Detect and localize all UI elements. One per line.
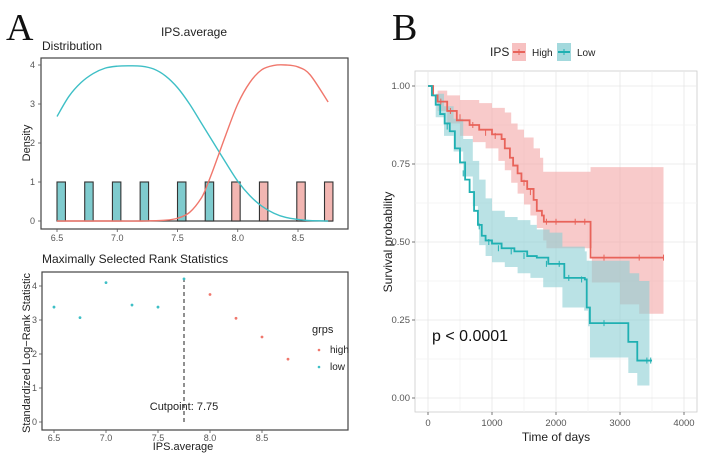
distribution-x-tick-label: 6.5 bbox=[51, 233, 64, 243]
legend-high-marker bbox=[317, 348, 321, 352]
km-y-tick-label: 0.75 bbox=[392, 159, 411, 170]
maxstat-point-high bbox=[286, 357, 290, 361]
distribution-ylabel: Density bbox=[21, 124, 33, 161]
distribution-bar-low bbox=[176, 181, 187, 222]
maxstat-y-tick-label: 4 bbox=[32, 281, 37, 291]
maxstat-point-high bbox=[234, 316, 238, 320]
km-x-tick-label: 3000 bbox=[609, 418, 630, 429]
distribution-bar-low bbox=[111, 181, 122, 222]
distribution-y-tick-label: 1 bbox=[30, 177, 35, 187]
distribution-y-tick-label: 3 bbox=[30, 99, 35, 109]
maxstat-y-tick-label: 3 bbox=[32, 315, 37, 325]
maxstat-xlabel: IPS.average bbox=[153, 441, 214, 453]
km-x-ticks: 0 1000 2000 3000 4000 bbox=[425, 412, 695, 429]
km-legend-title: IPS bbox=[490, 45, 509, 59]
km-x-tick-label: 0 bbox=[425, 418, 430, 429]
maxstat-point-low bbox=[156, 305, 160, 309]
density-line-high bbox=[57, 64, 329, 222]
maxstat-ylabel: Standardized Log−Rank Statistic bbox=[21, 273, 33, 433]
maxstat-x-tick-label: 8.0 bbox=[204, 433, 217, 443]
maxstat-title: Maximally Selected Rank Statistics bbox=[42, 252, 228, 266]
maxstat-x-tick-label: 7.0 bbox=[100, 433, 113, 443]
distribution-bar-high bbox=[231, 181, 241, 222]
distribution-bar-low bbox=[84, 181, 94, 222]
maxstat-point-low bbox=[78, 316, 82, 320]
maxstat-x-ticks: 6.5 7.0 7.5 8.0 8.5 bbox=[48, 430, 269, 443]
maxstat-point-low bbox=[104, 281, 108, 284]
cutpoint-label: Cutpoint: 7.75 bbox=[150, 401, 219, 413]
maxstat-legend: grps high low bbox=[312, 324, 349, 373]
distribution-density-lines bbox=[56, 64, 329, 222]
distribution-y-tick-label: 2 bbox=[30, 138, 35, 148]
distribution-bars bbox=[56, 181, 334, 222]
distribution-panel-border bbox=[40, 57, 349, 230]
maxstat-point-low bbox=[52, 305, 56, 309]
maxstat-point-high bbox=[208, 293, 212, 296]
km-curves bbox=[428, 85, 664, 362]
maxstat-x-tick-label: 8.5 bbox=[256, 433, 269, 443]
maxstat-point-high bbox=[260, 335, 264, 339]
distribution-bar-high bbox=[323, 181, 334, 222]
maxstat-panel-border bbox=[41, 271, 349, 431]
maxstat-x-tick-label: 6.5 bbox=[48, 433, 61, 443]
km-legend: IPS High Low bbox=[490, 43, 596, 61]
km-curve-low bbox=[428, 85, 652, 362]
km-censor-marks bbox=[440, 98, 665, 364]
km-x-tick-label: 4000 bbox=[673, 418, 694, 429]
km-y-tick-label: 0.50 bbox=[392, 237, 411, 248]
maxstat-points bbox=[52, 277, 290, 361]
distribution-super-title: IPS.average bbox=[161, 25, 227, 39]
density-line-low bbox=[56, 65, 329, 222]
panel-letter-a: A bbox=[6, 7, 34, 49]
km-x-tick-label: 1000 bbox=[481, 418, 502, 429]
p-value-annotation: p < 0.0001 bbox=[432, 328, 508, 345]
distribution-x-tick-label: 7.0 bbox=[111, 233, 124, 243]
distribution-x-ticks: 6.5 7.0 7.5 8.0 8.5 bbox=[51, 229, 305, 243]
km-y-tick-label: 0.25 bbox=[392, 315, 411, 326]
distribution-chart: IPS.average Distribution Density 0 1 2 3 4 6… bbox=[21, 25, 349, 243]
km-y-ticks: 0.00 0.25 0.50 0.75 1.00 bbox=[392, 81, 415, 404]
distribution-x-tick-label: 7.5 bbox=[171, 233, 184, 243]
km-y-tick-label: 1.00 bbox=[392, 81, 411, 92]
km-x-tick-label: 2000 bbox=[545, 418, 566, 429]
maxstat-point-low bbox=[182, 277, 186, 281]
distribution-y-ticks: 0 1 2 3 4 bbox=[30, 60, 41, 226]
maxstat-legend-title: grps bbox=[312, 324, 334, 336]
maxstat-y-tick-label: 0 bbox=[32, 417, 37, 427]
km-ylabel: Survival probability bbox=[381, 192, 395, 293]
km-y-tick-label: 0.00 bbox=[392, 393, 411, 404]
maxstat-y-tick-label: 1 bbox=[32, 383, 37, 393]
distribution-bar-high bbox=[296, 181, 306, 222]
maxstat-y-tick-label: 2 bbox=[32, 349, 37, 359]
km-curve-high bbox=[428, 85, 664, 259]
maxstat-x-tick-label: 7.5 bbox=[152, 433, 165, 443]
legend-high-label-b: High bbox=[532, 48, 553, 59]
distribution-bar-low bbox=[56, 181, 66, 222]
legend-high-label: high bbox=[330, 345, 349, 356]
distribution-bar-high bbox=[258, 181, 269, 222]
legend-low-label-b: Low bbox=[577, 48, 596, 59]
km-xlabel: Time of days bbox=[522, 430, 590, 444]
panel-letter-b: B bbox=[392, 7, 417, 49]
km-chart: IPS High Low 0.00 0.25 0.50 0.75 1.00 0 1000 2… bbox=[381, 43, 698, 444]
distribution-bar-low bbox=[139, 181, 150, 222]
distribution-bar-low bbox=[204, 181, 215, 222]
km-band-low bbox=[428, 86, 650, 386]
distribution-y-tick-label: 4 bbox=[30, 60, 35, 70]
distribution-x-tick-label: 8.5 bbox=[292, 233, 305, 243]
legend-low-marker bbox=[317, 365, 321, 369]
maxstat-chart: Maximally Selected Rank Statistics Stand… bbox=[21, 252, 349, 453]
distribution-title: Distribution bbox=[42, 39, 102, 53]
maxstat-y-ticks: 0 1 2 3 4 bbox=[32, 281, 42, 427]
legend-low-label: low bbox=[330, 362, 346, 373]
maxstat-point-low bbox=[130, 303, 134, 307]
distribution-x-tick-label: 8.0 bbox=[231, 233, 244, 243]
distribution-y-tick-label: 0 bbox=[30, 216, 35, 226]
